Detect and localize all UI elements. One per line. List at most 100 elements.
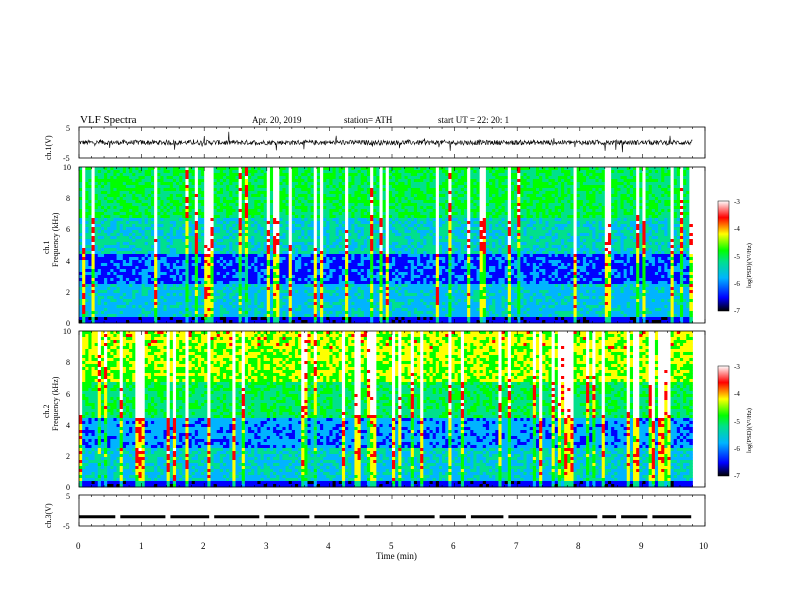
spectrogram-cell xyxy=(579,200,584,204)
spectrogram-cell xyxy=(492,167,496,171)
spectrogram-cell xyxy=(298,203,302,207)
spectrogram-cell xyxy=(636,188,640,192)
spectrogram-cell xyxy=(366,173,371,177)
spectrogram-cell xyxy=(79,233,83,237)
spectrogram-cell xyxy=(335,206,340,210)
spectrogram-cell xyxy=(645,170,650,174)
spectrogram-cell xyxy=(147,209,152,213)
spectrogram-cell xyxy=(410,176,415,180)
spectrogram-cell xyxy=(526,221,531,225)
spectrogram-cell xyxy=(166,188,171,192)
spectrogram-cell xyxy=(179,176,183,180)
spectrogram-cell xyxy=(251,230,255,234)
spectrogram-cell xyxy=(495,197,499,201)
spectrogram-cell xyxy=(539,212,543,216)
spectrogram-cell xyxy=(667,191,671,195)
spectrogram-cell xyxy=(216,215,221,219)
spectrogram-cell xyxy=(119,197,124,201)
spectrogram-cell xyxy=(235,206,240,210)
spectrogram-cell xyxy=(169,215,174,219)
spectrogram-cell xyxy=(329,194,333,198)
spectrogram-cell xyxy=(642,215,646,219)
spectrogram-cell xyxy=(535,182,540,186)
spectrogram-cell xyxy=(82,170,86,174)
spectrogram-cell xyxy=(204,230,208,234)
spectrogram-cell xyxy=(426,230,430,234)
spectrogram-cell xyxy=(645,167,650,171)
spectrogram-cell xyxy=(620,185,625,189)
spectrogram-cell xyxy=(141,179,146,183)
spectrogram-cell xyxy=(307,215,312,219)
spectrogram-cell xyxy=(498,221,502,225)
spectrogram-cell xyxy=(273,197,277,201)
spectrogram-cell xyxy=(532,182,537,186)
spectrogram-cell xyxy=(279,197,283,201)
spectrogram-cell xyxy=(119,179,124,183)
spectrogram-cell xyxy=(532,218,537,222)
spectrogram-cell xyxy=(551,221,556,225)
spectrogram-cell xyxy=(232,176,236,180)
spectrogram-cell xyxy=(654,230,659,234)
spectrogram-cell xyxy=(298,215,302,219)
spectrogram-cell xyxy=(445,230,449,234)
spectrogram-cell xyxy=(598,176,603,180)
spectrogram-cell xyxy=(144,182,149,186)
spectrogram-cell xyxy=(689,224,693,228)
spectrogram-cell xyxy=(614,233,618,237)
spectrogram-cell xyxy=(604,188,609,192)
spectrogram-cell xyxy=(435,182,440,186)
spectrogram-cell xyxy=(392,194,396,198)
spectrogram-cell xyxy=(510,188,515,192)
spectrogram-cell xyxy=(561,188,565,192)
spectrogram-cell xyxy=(445,215,449,219)
spectrogram-cell xyxy=(683,212,687,216)
spectrogram-cell xyxy=(366,191,371,195)
spectrogram-cell xyxy=(207,173,211,177)
spectrogram-cell xyxy=(313,215,318,219)
spectrogram-cell xyxy=(160,236,164,240)
spectrogram-cell xyxy=(535,215,540,219)
spectrogram-cell xyxy=(307,173,312,177)
spectrogram-cell xyxy=(648,188,653,192)
spectrogram-cell xyxy=(310,200,315,204)
spectrogram-cell xyxy=(504,224,509,228)
spectrogram-cell xyxy=(460,230,465,234)
spectrogram-cell xyxy=(160,167,164,171)
spectrogram-cell xyxy=(204,203,208,207)
spectrogram-cell xyxy=(661,176,665,180)
spectrogram-cell xyxy=(548,209,553,213)
spectrogram-cell xyxy=(658,236,662,240)
spectrogram-cell xyxy=(104,170,108,174)
spectrogram-cell xyxy=(520,227,524,231)
spectrogram-cell xyxy=(407,206,412,210)
spectrogram-cell xyxy=(413,221,418,225)
spectrogram-cell xyxy=(651,200,656,204)
spectrogram-cell xyxy=(129,194,133,198)
spectrogram-cell xyxy=(423,230,427,234)
spectrogram-cell xyxy=(457,206,462,210)
spectrogram-cell xyxy=(147,236,152,240)
spectrogram-cell xyxy=(501,197,506,201)
spectrogram-cell xyxy=(144,218,149,222)
spectrogram-cell xyxy=(263,200,268,204)
spectrogram-cell xyxy=(667,233,671,237)
spectrogram-cell xyxy=(633,203,637,207)
spectrogram-cell xyxy=(301,185,305,189)
spectrogram-cell xyxy=(194,167,199,171)
spectrogram-cell xyxy=(576,233,581,237)
spectrogram-cell xyxy=(398,212,402,216)
spectrogram-cell xyxy=(160,218,164,222)
spectrogram-cell xyxy=(104,227,108,231)
spectrogram-cell xyxy=(582,233,587,237)
spectrogram-cell xyxy=(172,173,177,177)
spectrogram-cell xyxy=(94,233,99,237)
spectrogram-cell xyxy=(642,182,646,186)
spectrogram-cell xyxy=(604,185,609,189)
spectrogram-cell xyxy=(617,224,621,228)
spectrogram-cell xyxy=(567,239,571,243)
spectrogram-cell xyxy=(429,173,434,177)
spectrogram-cell xyxy=(504,209,509,213)
spectrogram-cell xyxy=(542,227,546,231)
spectrogram-cell xyxy=(94,197,99,201)
spectrogram-cell xyxy=(213,239,218,243)
